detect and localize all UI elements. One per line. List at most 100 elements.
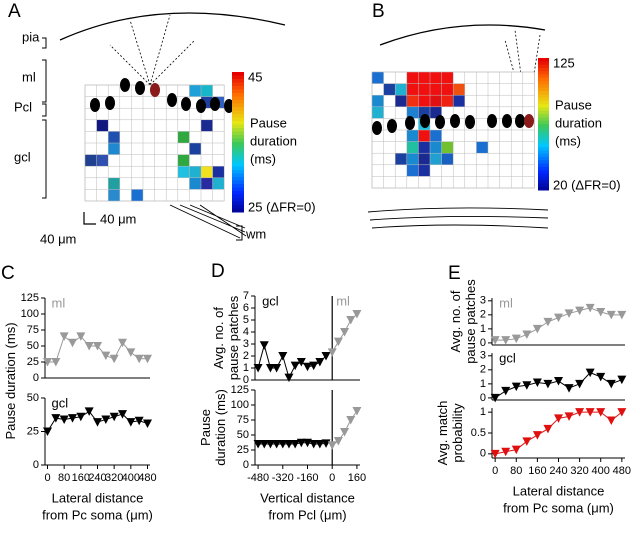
y-tick-label: 25 [27,356,39,368]
x-tick-label: 160 [72,472,90,484]
heatmap-cell [418,106,430,119]
y-axis-label: Avg. no. of [448,290,463,352]
colorbar-step [538,173,549,178]
marker [259,440,269,449]
colorbar-step [538,74,549,79]
heatmap-cell [406,141,419,154]
marker [118,410,127,419]
marker [532,431,542,440]
marker [585,303,595,313]
colorbar-step [232,156,244,160]
x-tick-label: 240 [88,472,106,484]
heatmap-cell [453,83,465,96]
legend-label: gcl [52,395,69,410]
colorbar-tick-label: 25 (ΔFR=0) [248,199,316,214]
marker [309,361,319,371]
marker [585,408,595,417]
marker [93,342,102,351]
marker [490,449,500,459]
colorbar-step [538,71,549,75]
heatmap-cell [418,95,430,107]
heatmap-cell [418,130,430,142]
pia-curve [379,24,546,46]
colorbar-step [232,159,244,164]
colorbar-step [232,198,244,202]
y-tick-label: 75 [237,414,249,426]
y-axis-label: duration (ms) [213,389,228,466]
panel-label: B [372,1,385,22]
heatmap-cell [406,83,419,96]
marker [134,354,144,364]
marker [265,440,275,449]
marker [68,338,77,348]
x-tick-label: 400 [122,472,140,484]
heatmap-cell [189,166,201,178]
annotation: 40 μm [40,231,76,246]
marker [84,342,94,351]
y-tick-label: 0 [243,374,249,386]
marker [575,379,585,389]
heatmap-cell [441,95,454,107]
x-tick-label: 80 [510,465,522,477]
colorbar-step [232,208,244,213]
heatmap-cell [418,164,430,177]
x-tick-label: 160 [348,472,366,484]
x-axis-label: Lateral distance [513,483,605,498]
colorbar-step [232,86,244,90]
y-tick-label: 1 [480,323,486,335]
marker [272,440,282,449]
marker [51,414,61,423]
colorbar-step [538,140,549,145]
pc-soma [210,97,220,111]
y-axis-label: probability [450,403,465,463]
pc-soma [387,119,397,133]
x-axis-label: Lateral distance [52,490,144,505]
heatmap-cell [201,96,213,109]
x-tick-label: 320 [570,465,588,477]
colorbar-step [538,58,549,62]
y-tick-label: 4 [243,326,249,338]
heatmap-cell [372,95,384,107]
pc-soma [105,96,115,110]
heatmap-cell [453,95,465,107]
colorbar-step [538,120,549,125]
y-tick-label: 25 [237,444,249,456]
panel-label: C [1,263,15,284]
colorbar-step [232,110,244,115]
colorbar-tick-label: 125 [553,55,575,70]
marker [303,362,312,372]
heatmap-cell [177,131,190,143]
heatmap-cell [372,106,384,119]
dendrite-fan [109,14,196,86]
colorbar-title: duration [250,133,297,148]
heatmap-cell [177,154,190,167]
marker [346,316,356,325]
x-tick-label: 320 [105,472,123,484]
x-tick-label: -320 [272,472,294,484]
legend-label: gcl [262,293,279,308]
marker [43,427,52,436]
marker [118,338,127,348]
marker [575,408,585,417]
pc-soma [135,81,145,95]
x-tick-label: 80 [58,472,70,484]
y-tick-label: 3 [243,338,249,350]
y-axis-label: Pause duration (ms) [3,322,18,439]
marker [596,372,606,382]
heatmap-cell [108,177,120,190]
marker [340,428,350,437]
pc-soma [90,98,100,112]
marker [606,379,616,389]
marker [101,415,111,424]
colorbar-step [232,93,244,97]
x-axis-label: from Pc soma (μm) [42,507,153,522]
colorbar-step [538,124,549,128]
heatmap-cell [430,95,442,107]
marker [596,408,606,417]
colorbar-step [538,170,549,174]
heatmap-cell [96,154,109,167]
pc-soma [450,114,460,128]
marker [253,364,263,373]
colorbar-step [538,143,549,148]
